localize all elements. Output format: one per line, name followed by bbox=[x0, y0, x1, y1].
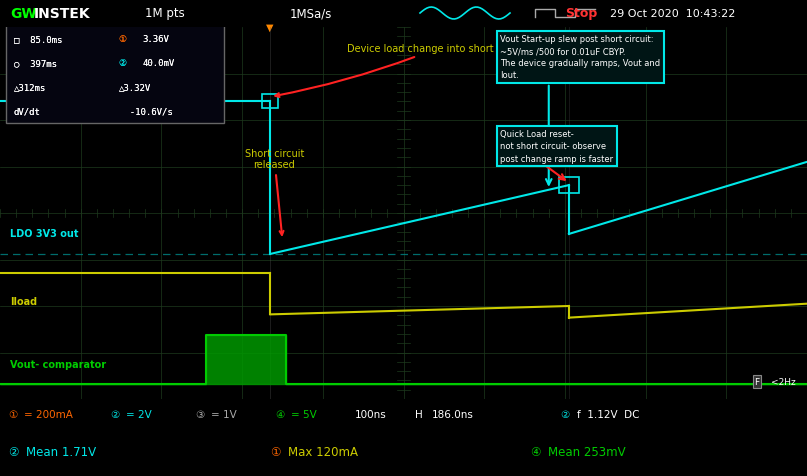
Text: Vout- comparator: Vout- comparator bbox=[10, 359, 106, 369]
Text: ④: ④ bbox=[530, 446, 541, 458]
Text: 3.36V: 3.36V bbox=[143, 35, 169, 44]
Text: ①: ① bbox=[119, 35, 127, 44]
Text: Vout Start-up slew post short circuit:
~5V/ms /500 for 0.01uF CBYP.
The device g: Vout Start-up slew post short circuit: ~… bbox=[500, 35, 660, 80]
Text: ③: ③ bbox=[195, 409, 204, 419]
Text: □  85.0ms: □ 85.0ms bbox=[14, 35, 62, 44]
Text: △3.32V: △3.32V bbox=[119, 83, 151, 92]
Text: = 5V: = 5V bbox=[291, 409, 317, 419]
Text: H: H bbox=[415, 409, 423, 419]
Text: 100ns: 100ns bbox=[355, 409, 387, 419]
Text: 1MSa/s: 1MSa/s bbox=[290, 8, 332, 20]
Text: ○  397ms: ○ 397ms bbox=[14, 59, 56, 68]
Text: INSTEK: INSTEK bbox=[34, 7, 90, 21]
Text: ②: ② bbox=[560, 409, 569, 419]
Text: dV/dt: dV/dt bbox=[14, 107, 40, 116]
Text: Stop: Stop bbox=[565, 8, 597, 20]
Bar bbox=[262, 95, 278, 109]
Text: -10.6V/s: -10.6V/s bbox=[119, 107, 173, 116]
Text: ①: ① bbox=[270, 446, 281, 458]
Text: ①: ① bbox=[119, 35, 127, 44]
Text: 186.0ns: 186.0ns bbox=[432, 409, 474, 419]
Text: ②: ② bbox=[110, 409, 119, 419]
Text: △312ms: △312ms bbox=[14, 83, 46, 92]
Text: 40.0mV: 40.0mV bbox=[143, 59, 175, 68]
Text: Mean 1.71V: Mean 1.71V bbox=[26, 446, 96, 458]
Text: GW: GW bbox=[10, 7, 36, 21]
Text: = 200mA: = 200mA bbox=[24, 409, 73, 419]
Text: ②: ② bbox=[119, 59, 127, 68]
Text: △3.32V: △3.32V bbox=[119, 83, 151, 92]
Text: ②: ② bbox=[119, 59, 127, 68]
Text: dV/dt: dV/dt bbox=[14, 107, 40, 116]
Bar bbox=[6, 26, 224, 124]
Text: <2Hz: <2Hz bbox=[771, 377, 796, 386]
Text: 29 Oct 2020  10:43:22: 29 Oct 2020 10:43:22 bbox=[610, 9, 735, 19]
Text: ①: ① bbox=[8, 409, 17, 419]
Text: ▼: ▼ bbox=[266, 23, 274, 33]
Text: Iload: Iload bbox=[10, 296, 37, 306]
Text: Max 120mA: Max 120mA bbox=[288, 446, 358, 458]
Text: ○  397ms: ○ 397ms bbox=[14, 59, 56, 68]
Text: f  1.12V  DC: f 1.12V DC bbox=[577, 409, 639, 419]
Text: Short circuit
released: Short circuit released bbox=[245, 149, 304, 236]
Text: LDO 3V3 out: LDO 3V3 out bbox=[10, 228, 78, 238]
Text: 1M pts: 1M pts bbox=[145, 8, 185, 20]
Bar bbox=[559, 178, 579, 194]
Text: F: F bbox=[755, 377, 759, 386]
Text: Device load change into short circuit: Device load change into short circuit bbox=[275, 44, 527, 98]
Text: Mean 253mV: Mean 253mV bbox=[548, 446, 625, 458]
Text: ④: ④ bbox=[275, 409, 284, 419]
Text: Quick Load reset-
not short circuit- observe
post change ramp is faster: Quick Load reset- not short circuit- obs… bbox=[500, 130, 613, 163]
Text: 40.0mV: 40.0mV bbox=[143, 59, 175, 68]
Text: = 2V: = 2V bbox=[126, 409, 152, 419]
Text: 3.36V: 3.36V bbox=[143, 35, 169, 44]
Text: ②: ② bbox=[8, 446, 19, 458]
Text: □  85.0ms: □ 85.0ms bbox=[14, 35, 62, 44]
Text: -10.6V/s: -10.6V/s bbox=[119, 107, 173, 116]
Text: = 1V: = 1V bbox=[211, 409, 236, 419]
Text: △312ms: △312ms bbox=[14, 83, 46, 92]
